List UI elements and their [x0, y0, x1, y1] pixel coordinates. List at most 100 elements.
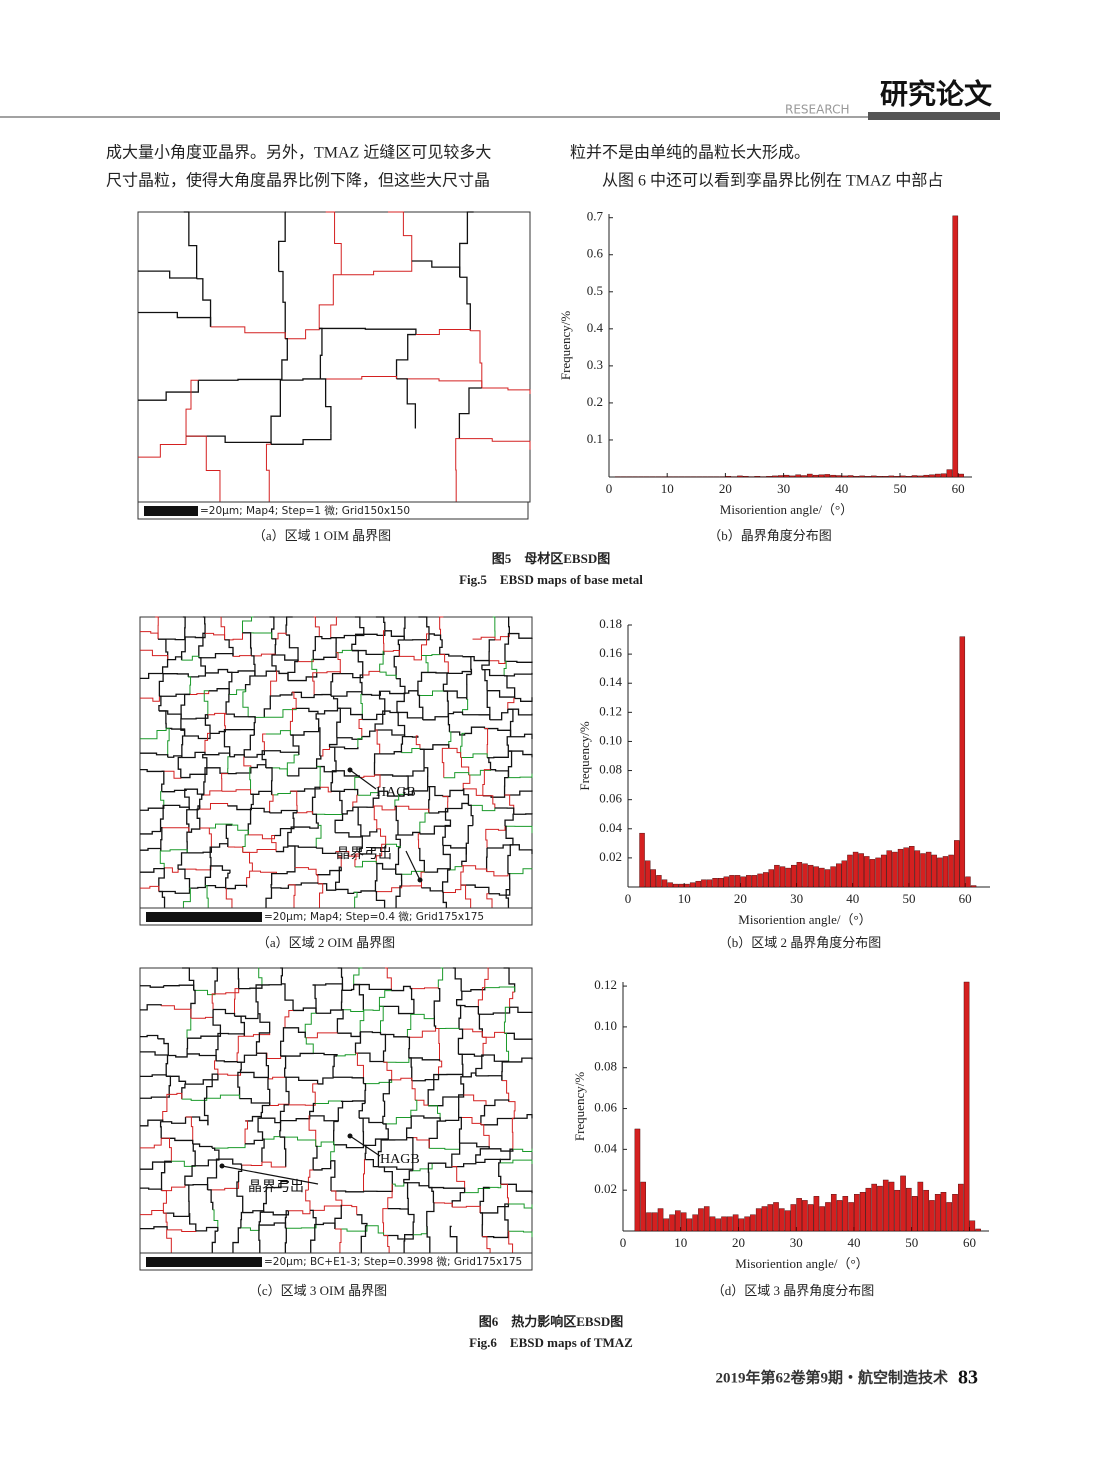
grain-boundary — [406, 1013, 414, 1038]
grain-boundary — [163, 804, 190, 810]
grain-boundary — [334, 866, 342, 890]
bar — [852, 851, 859, 888]
scale-bar-frame — [137, 501, 529, 520]
bar — [830, 474, 836, 478]
grain-boundary — [258, 1211, 264, 1226]
grain-boundary — [244, 675, 255, 692]
grain-boundary — [382, 1123, 389, 1140]
bar — [917, 475, 924, 478]
grain-boundary — [438, 1073, 464, 1077]
footer-journal: 2019年第62卷第9期・航空制造技术 — [715, 1368, 948, 1386]
grain-boundary — [140, 1226, 168, 1230]
grain-boundary — [331, 790, 343, 814]
bar — [807, 1204, 814, 1232]
bar — [903, 847, 909, 888]
grain-boundary — [494, 633, 510, 641]
grain-boundary — [185, 1074, 219, 1085]
grain-boundary — [411, 1074, 440, 1082]
x-tick-label: 10 — [661, 481, 674, 496]
grain-boundary — [250, 790, 273, 795]
grain-boundary — [199, 823, 233, 829]
grain-boundary — [207, 1181, 240, 1191]
grain-boundary — [410, 1099, 418, 1116]
grain-boundary — [462, 774, 471, 789]
grain-boundary — [482, 1036, 487, 1056]
grain-boundary — [419, 812, 429, 834]
grain-boundary — [363, 1006, 380, 1011]
grain-boundary — [387, 211, 413, 262]
grain-boundary — [184, 733, 211, 740]
bar — [740, 876, 746, 888]
annotation-arrow — [221, 1165, 319, 1185]
grain-boundary — [462, 699, 469, 715]
y-tick-label: 0.12 — [594, 977, 617, 992]
grain-boundary — [316, 847, 337, 855]
bar — [723, 876, 730, 888]
grain-boundary — [162, 1093, 170, 1122]
bar — [721, 1216, 727, 1232]
grain-boundary — [458, 1116, 462, 1144]
grain-boundary — [403, 786, 429, 796]
body-line: 尺寸晶粒，使得大角度晶界比例下降，但这些大尺寸晶 — [106, 172, 490, 190]
grain-boundary — [466, 673, 472, 700]
bar — [825, 1202, 831, 1232]
grain-boundary — [439, 639, 443, 655]
bar — [703, 1206, 710, 1232]
bar — [802, 863, 808, 888]
bar — [779, 1208, 785, 1232]
grain-boundary — [209, 846, 212, 866]
grain-boundary — [489, 1184, 502, 1189]
grain-boundary — [335, 850, 342, 868]
bar — [853, 476, 860, 478]
grain-boundary — [403, 1170, 413, 1183]
grain-boundary — [455, 438, 460, 502]
grain-boundary — [337, 707, 363, 720]
grain-boundary — [212, 1008, 222, 1034]
grain-boundary — [264, 708, 297, 718]
grain-boundary — [376, 862, 397, 875]
grain-boundary — [480, 1204, 510, 1214]
bar — [744, 1216, 750, 1232]
grain-boundary — [284, 1076, 290, 1105]
grain-boundary — [261, 750, 267, 768]
grain-boundary — [426, 1202, 435, 1227]
grain-boundary — [374, 710, 385, 731]
grain-boundary — [161, 789, 187, 793]
grain-boundary — [237, 1071, 241, 1099]
grain-boundary — [232, 824, 249, 835]
grain-boundary — [251, 807, 271, 813]
grain-boundary — [189, 1212, 197, 1231]
y-tick-label: 0.06 — [594, 1100, 617, 1115]
bar — [929, 1200, 935, 1232]
y-tick-label: 0.5 — [587, 283, 603, 298]
bar — [796, 862, 803, 888]
grain-boundary — [220, 616, 226, 640]
grain-boundary — [468, 804, 474, 826]
scale-bar — [146, 912, 262, 922]
grain-boundary — [479, 1186, 490, 1213]
grain-boundary — [403, 1182, 409, 1215]
bar — [767, 1204, 774, 1232]
grain-boundary — [206, 1158, 219, 1190]
grain-boundary — [244, 1032, 271, 1037]
grain-boundary — [178, 868, 191, 889]
grain-boundary — [305, 1037, 314, 1054]
grain-boundary — [140, 1034, 159, 1039]
bar — [942, 856, 949, 888]
grain-boundary — [459, 1028, 483, 1038]
bar — [959, 636, 966, 888]
bar — [678, 883, 685, 888]
grain-boundary — [269, 809, 298, 814]
x-tick-label: 60 — [963, 1235, 976, 1250]
grain-boundary — [240, 1211, 243, 1228]
bar — [651, 1212, 658, 1232]
bar — [920, 853, 926, 888]
grain-boundary — [512, 1148, 533, 1152]
grain-boundary — [359, 844, 387, 855]
grain-boundary — [288, 1210, 311, 1215]
grain-boundary — [270, 670, 278, 697]
grain-boundary — [438, 1060, 443, 1075]
grain-boundary — [328, 737, 338, 748]
y-axis-label: Frequency/% — [558, 311, 573, 380]
grain-boundary — [406, 767, 425, 777]
